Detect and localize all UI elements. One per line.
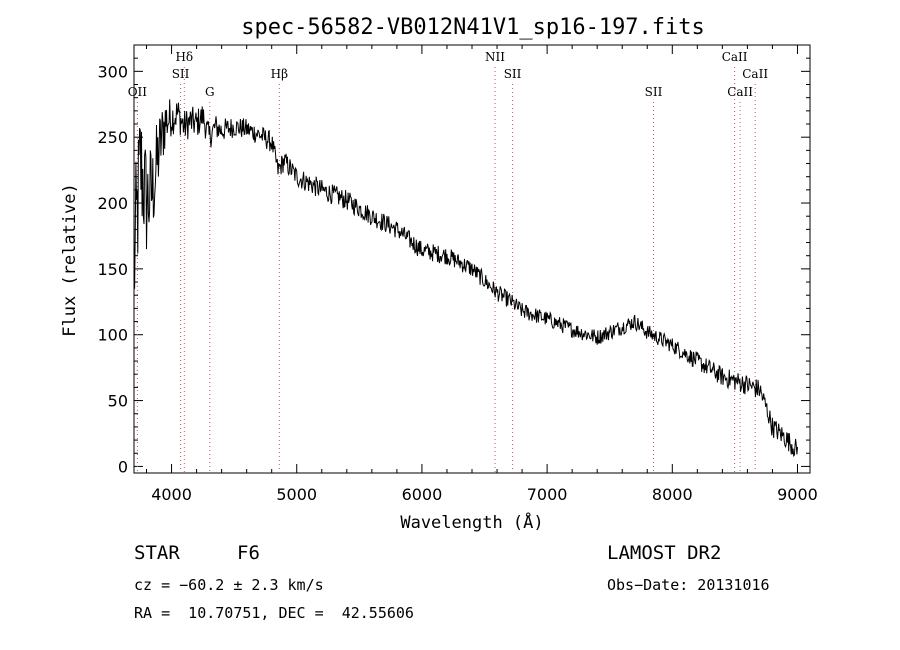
plot-frame (133, 44, 811, 474)
survey-name: LAMOST DR2 (607, 542, 722, 564)
y-tick-label: 300 (97, 62, 128, 81)
coordinates-text: RA = 10.70751, DEC = 42.55606 (134, 604, 414, 622)
spectral-line-label: SII (172, 67, 190, 81)
x-tick-label: 6000 (402, 485, 443, 504)
spectral-line-label: Hδ (175, 50, 193, 64)
x-tick-label: 8000 (652, 485, 693, 504)
x-tick-label: 9000 (777, 485, 818, 504)
object-subclass: F6 (237, 542, 260, 564)
redshift-text: cz = −60.2 ± 2.3 km/s (134, 576, 324, 594)
spectral-line-label: Hβ (271, 67, 288, 81)
y-tick-label: 100 (97, 326, 128, 345)
spectrum-line (133, 99, 798, 458)
chart-title: spec-56582-VB012N41V1_sp16-197.fits (241, 15, 705, 40)
spectral-line-label: CaII (742, 67, 768, 81)
x-axis-label: Wavelength (Å) (400, 511, 543, 533)
y-tick-label: 0 (118, 457, 128, 476)
y-tick-label: 250 (97, 128, 128, 147)
spectral-line-label: SII (504, 67, 522, 81)
y-tick-label: 150 (97, 260, 128, 279)
y-axis-label: Flux (relative) (60, 183, 80, 337)
obs-date-text: Obs−Date: 20131016 (607, 576, 770, 594)
y-tick-label: 200 (97, 194, 128, 213)
spectral-line-markers: OII Hδ SII G Hβ NII SII SII CaII CaII CaII (128, 50, 768, 473)
spectral-line-label: NII (485, 50, 505, 64)
x-tick-label: 5000 (276, 485, 317, 504)
x-tick-label: 7000 (527, 485, 568, 504)
object-class: STAR (134, 542, 180, 564)
spectral-line-label: OII (128, 85, 148, 99)
spectral-line-label: CaII (727, 85, 753, 99)
y-tick-label: 50 (108, 392, 128, 411)
axis-ticks: 4000 5000 6000 7000 8000 9000 0 50 100 150 200 250 3… (97, 45, 818, 504)
spectral-line-label: G (205, 85, 215, 99)
x-tick-label: 4000 (151, 485, 192, 504)
spectral-line-label: SII (645, 85, 663, 99)
spectral-line-label: CaII (722, 50, 748, 64)
